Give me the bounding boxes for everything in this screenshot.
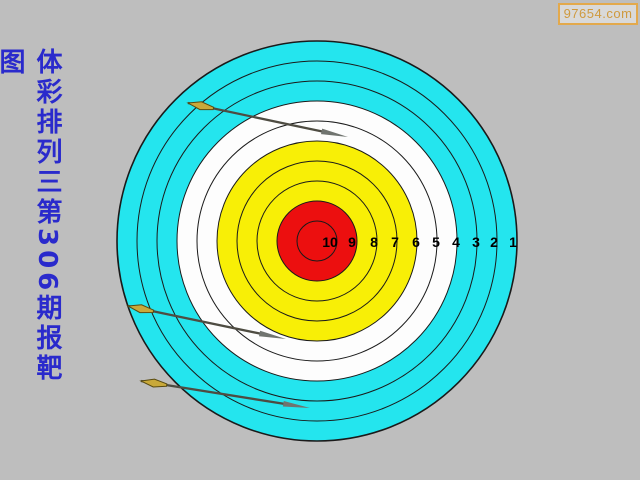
ring-score-label: 4 — [452, 234, 460, 250]
arrow — [126, 304, 286, 340]
target-ring-10 — [296, 220, 338, 262]
ring-score-label: 2 — [490, 234, 498, 250]
ring-score-label: 3 — [472, 234, 480, 250]
ring-score-label: 10 — [322, 234, 338, 250]
ring-score-label: 5 — [432, 234, 440, 250]
watermark-badge: 97654.com — [558, 3, 638, 25]
arrow-fletching — [126, 304, 155, 314]
arrow-fletching — [186, 101, 215, 111]
arrow — [139, 378, 310, 409]
ring-score-label: 1 — [509, 234, 517, 250]
ring-score-label: 7 — [391, 234, 399, 250]
ring-score-label: 8 — [370, 234, 378, 250]
ring-score-label: 6 — [412, 234, 420, 250]
arrow — [186, 101, 348, 138]
arrow-tip — [321, 128, 348, 138]
arrow-tip — [258, 330, 286, 340]
ring-score-label: 9 — [348, 234, 356, 250]
arrow-fletching — [139, 378, 168, 388]
vertical-caption: 体彩排列三第306期报靶图 — [0, 48, 62, 385]
arrow-tip — [282, 400, 310, 409]
